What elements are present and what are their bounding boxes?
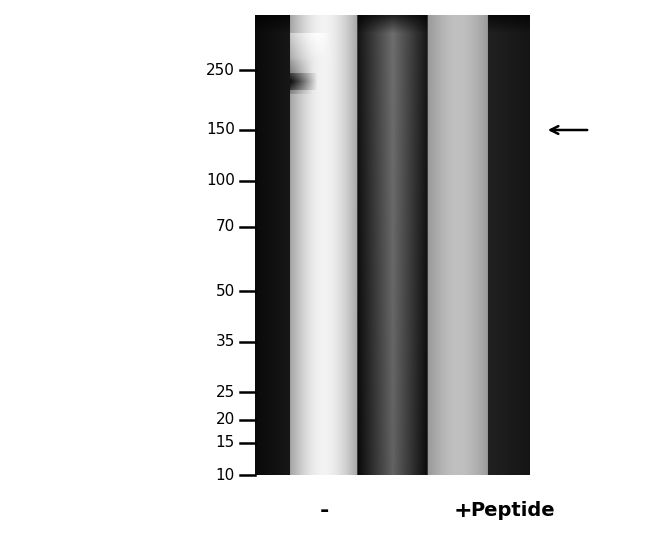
Text: 250: 250 [206,63,235,78]
Text: 70: 70 [216,219,235,234]
Text: 20: 20 [216,412,235,428]
Text: 50: 50 [216,283,235,299]
Text: 35: 35 [216,334,235,349]
Text: -: - [320,501,329,521]
Text: 100: 100 [206,173,235,188]
Text: Peptide: Peptide [471,501,555,520]
Text: 15: 15 [216,435,235,450]
Text: 150: 150 [206,122,235,138]
Text: 10: 10 [216,467,235,483]
Text: 25: 25 [216,385,235,400]
Text: +: + [454,501,472,521]
